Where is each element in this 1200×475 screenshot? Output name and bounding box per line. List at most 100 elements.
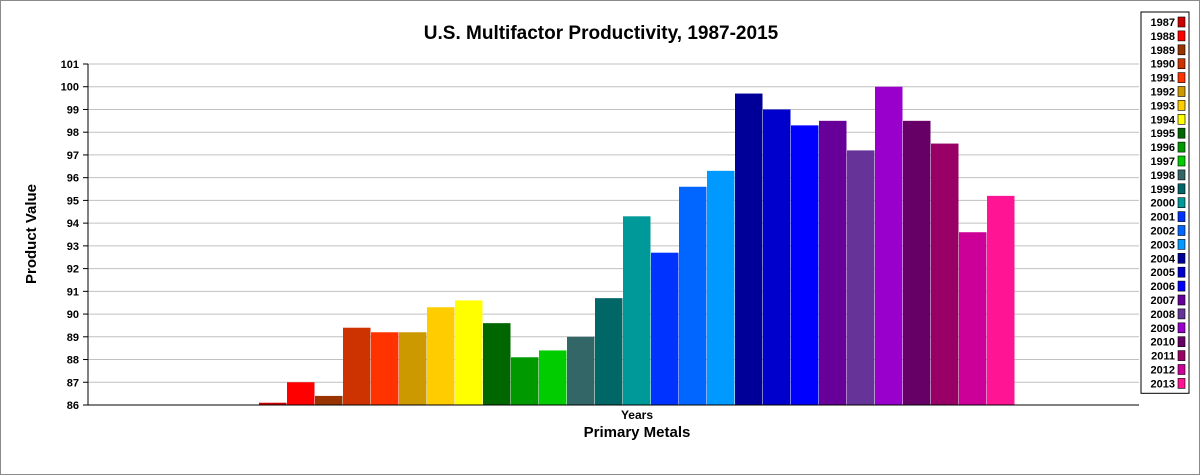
legend-swatch-2008 (1177, 308, 1186, 320)
y-tick-label: 96 (67, 173, 79, 185)
legend-swatch-1997 (1177, 155, 1186, 167)
legend-swatch-1995 (1177, 127, 1186, 139)
legend-label-2000: 2000 (1151, 198, 1175, 210)
legend-label-2001: 2001 (1151, 212, 1175, 224)
legend-label-2003: 2003 (1151, 239, 1175, 251)
y-tick-label: 95 (67, 195, 79, 207)
bar-1998 (567, 336, 595, 405)
legend-label-2012: 2012 (1151, 365, 1175, 377)
legend-label-2008: 2008 (1151, 309, 1175, 321)
gridlines (88, 63, 1139, 383)
legend-label-2009: 2009 (1151, 323, 1175, 335)
legend-label-1988: 1988 (1151, 31, 1175, 43)
legend-label-1995: 1995 (1151, 128, 1175, 140)
legend-swatch-1991 (1177, 72, 1186, 83)
legend-swatch-1987 (1177, 16, 1186, 28)
legend-swatch-1989 (1177, 44, 1186, 56)
y-axis-ticks: 86 87 88 89 90 91 92 93 94 95 96 97 98 99 100 101 (61, 59, 88, 412)
legend-label-2010: 2010 (1151, 337, 1175, 349)
bar-2007 (819, 120, 847, 405)
legend-swatch-2010 (1177, 336, 1186, 348)
y-tick-label: 86 (67, 400, 79, 412)
legend-label-1999: 1999 (1151, 184, 1175, 196)
legend-swatch-2006 (1177, 280, 1186, 292)
legend-swatch-2009 (1177, 322, 1186, 334)
x-axis-category-label: Years (621, 408, 653, 422)
bar-1989 (315, 395, 343, 405)
y-tick-label: 98 (67, 127, 79, 139)
bars (259, 86, 1015, 406)
legend-swatch-1994 (1177, 114, 1186, 125)
bar-2010 (903, 120, 931, 405)
legend-swatch-1990 (1177, 58, 1186, 70)
legend-label-1994: 1994 (1151, 114, 1176, 126)
bar-1992 (399, 332, 427, 405)
legend-swatch-2012 (1177, 364, 1186, 375)
legend-label-1987: 1987 (1151, 17, 1175, 29)
bar-2009 (875, 86, 903, 405)
y-axis-label: Product Value (23, 184, 40, 284)
legend-label-2007: 2007 (1151, 295, 1175, 307)
bar-2013 (987, 195, 1015, 405)
legend-label-2002: 2002 (1151, 226, 1175, 238)
legend-swatch-2005 (1177, 266, 1186, 278)
legend-label-2004: 2004 (1151, 253, 1176, 265)
legend-swatch-1993 (1177, 100, 1186, 111)
legend-label-1992: 1992 (1151, 87, 1175, 99)
bar-2008 (847, 150, 875, 405)
legend-swatch-2013 (1177, 378, 1186, 389)
legend-label-1989: 1989 (1151, 45, 1175, 57)
bar-1993 (427, 307, 455, 405)
bar-1997 (539, 350, 567, 405)
legend-swatch-2001 (1177, 211, 1186, 222)
legend-swatch-2003 (1177, 239, 1186, 250)
y-tick-label: 92 (67, 264, 79, 276)
bar-1994 (455, 300, 483, 405)
legend-swatch-2004 (1177, 253, 1186, 264)
legend-label-2011: 2011 (1151, 351, 1175, 363)
bar-1990 (343, 327, 371, 405)
y-tick-label: 94 (67, 218, 80, 230)
y-tick-label: 90 (67, 309, 79, 321)
x-axis-label: Primary Metals (584, 424, 691, 441)
bar-1995 (483, 323, 511, 405)
bar-1996 (511, 357, 539, 405)
bar-1987 (259, 402, 287, 405)
y-tick-label: 99 (67, 104, 79, 116)
legend-label-2013: 2013 (1151, 378, 1175, 390)
legend-label-2006: 2006 (1151, 281, 1175, 293)
legend-label-1996: 1996 (1151, 142, 1175, 154)
chart-title: U.S. Multifactor Productivity, 1987-2015 (424, 23, 779, 44)
bar-2006 (791, 125, 819, 405)
y-tick-label: 87 (67, 377, 79, 389)
legend-label-1997: 1997 (1151, 156, 1175, 168)
legend-label-1990: 1990 (1151, 59, 1175, 71)
y-tick-label: 89 (67, 332, 79, 344)
y-tick-label: 100 (61, 82, 79, 94)
bar-2000 (623, 216, 651, 405)
bar-2011 (931, 143, 959, 406)
legend-swatch-2000 (1177, 197, 1186, 208)
bar-2005 (763, 109, 791, 405)
bar-2002 (679, 186, 707, 405)
bar-1999 (595, 298, 623, 405)
y-tick-label: 91 (67, 286, 79, 298)
legend-swatch-1999 (1177, 183, 1186, 195)
legend-swatch-2011 (1177, 350, 1186, 361)
legend-swatch-1988 (1177, 30, 1186, 42)
legend-swatch-1998 (1177, 169, 1186, 181)
y-tick-label: 101 (61, 59, 79, 71)
y-tick-label: 88 (67, 355, 79, 367)
bar-1991 (371, 332, 399, 405)
legend-label-1998: 1998 (1151, 170, 1175, 182)
y-tick-label: 93 (67, 241, 79, 253)
bar-2003 (707, 170, 735, 405)
legend-swatch-2007 (1177, 294, 1186, 306)
bar-2012 (959, 232, 987, 405)
legend-label-1993: 1993 (1151, 100, 1175, 112)
legend-label-2005: 2005 (1151, 267, 1175, 279)
legend-swatch-1992 (1177, 86, 1186, 97)
